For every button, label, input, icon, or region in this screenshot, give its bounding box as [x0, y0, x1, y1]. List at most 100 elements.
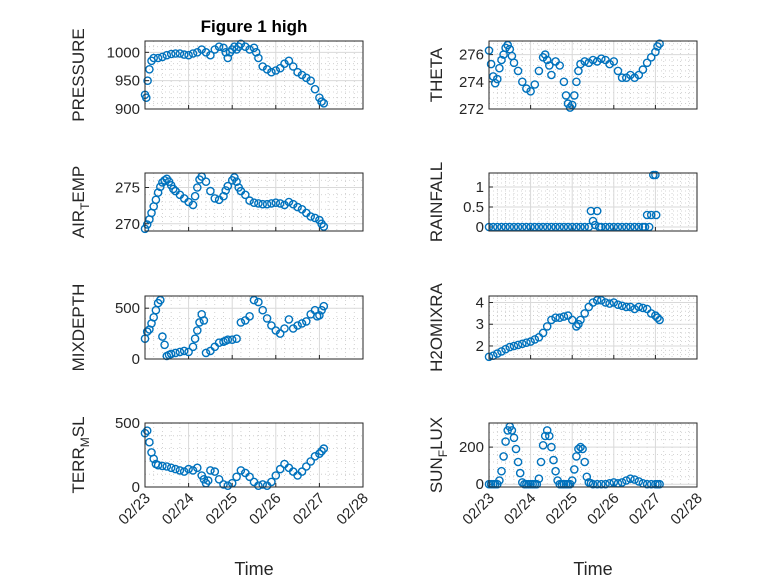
data-point	[597, 54, 606, 64]
data-point	[284, 315, 294, 324]
data-point	[297, 467, 307, 476]
y-axis-label: THETA	[427, 47, 446, 102]
data-point	[301, 317, 311, 326]
data-point	[651, 210, 661, 220]
data-point	[188, 342, 198, 352]
data-point	[642, 210, 652, 220]
data-point	[534, 474, 544, 484]
data-point	[310, 213, 320, 223]
data-point	[293, 202, 302, 212]
data-point	[530, 80, 540, 89]
data-point	[597, 295, 606, 305]
data-point	[145, 437, 154, 447]
data-point	[655, 39, 664, 49]
x-axis-label: Time	[234, 559, 273, 579]
data-point	[613, 300, 623, 310]
data-point	[201, 177, 211, 186]
data-point	[507, 426, 517, 435]
data-point	[142, 327, 152, 336]
data-point	[545, 61, 554, 70]
data-point	[240, 42, 250, 52]
data-point	[179, 346, 189, 356]
data-point	[214, 474, 224, 484]
subplot-air-temp: 270 275 AIRTEMP	[69, 166, 364, 238]
data-point	[609, 57, 619, 66]
data-point	[275, 63, 285, 73]
data-point	[646, 210, 656, 220]
data-point	[597, 479, 606, 489]
data-point	[197, 45, 206, 54]
data-point	[555, 313, 565, 323]
data-point	[171, 49, 180, 58]
data-point	[210, 45, 220, 54]
data-point	[592, 206, 602, 216]
data-point	[540, 50, 550, 59]
data-point	[495, 476, 504, 485]
subplot-h2omixra: 2 3 4 H2OMIXRA	[427, 282, 698, 372]
y-tick-label: 270	[115, 216, 140, 233]
data-point	[223, 181, 233, 191]
data-point	[240, 190, 250, 200]
data-point	[275, 329, 285, 338]
data-point	[532, 479, 542, 489]
data-point	[142, 426, 152, 436]
data-point	[570, 465, 579, 474]
x-tick-label: 02/25	[542, 490, 581, 529]
y-tick-label: 1000	[107, 44, 140, 61]
data-point	[190, 191, 200, 201]
data-point	[267, 477, 276, 487]
y-tick-label: 900	[115, 101, 140, 118]
data-point	[230, 173, 239, 182]
y-tick-label: 2	[476, 338, 484, 355]
data-point	[293, 321, 302, 330]
y-tick-label: 274	[459, 74, 484, 91]
data-point	[258, 305, 268, 315]
data-point	[501, 437, 510, 446]
subplot-mixdepth: 0 500 MIXDEPTH	[69, 284, 364, 371]
data-series	[484, 295, 664, 362]
data-point	[254, 481, 263, 491]
data-point	[534, 66, 544, 76]
data-series	[484, 39, 664, 112]
data-point	[310, 84, 320, 94]
axes-frame	[144, 422, 364, 488]
data-point	[559, 77, 569, 87]
data-point	[567, 315, 577, 325]
data-point	[526, 87, 535, 96]
data-point	[158, 332, 167, 341]
y-tick-label: 3	[476, 316, 484, 333]
x-tick-label: 02/28	[333, 490, 372, 529]
subplot-rainfall: 0 0.5 1 RAINFALL	[427, 162, 698, 242]
data-point	[547, 442, 556, 452]
data-point	[149, 53, 158, 63]
data-point	[293, 67, 302, 77]
data-point	[605, 299, 614, 308]
data-series	[140, 39, 329, 108]
data-point	[513, 66, 523, 76]
x-tick-label: 02/27	[626, 490, 665, 529]
data-point	[319, 301, 329, 311]
data-point	[561, 91, 571, 100]
data-point	[630, 475, 639, 484]
data-point	[162, 50, 172, 60]
data-point	[201, 348, 211, 358]
data-point	[223, 481, 233, 491]
axes-frame	[488, 422, 698, 488]
data-point	[188, 466, 198, 475]
data-point	[634, 302, 644, 312]
data-point	[232, 177, 241, 186]
data-point	[280, 324, 289, 333]
data-point	[646, 53, 656, 62]
data-point	[275, 464, 285, 474]
data-point	[574, 444, 583, 454]
data-point	[254, 199, 263, 208]
data-point	[634, 477, 644, 486]
data-point	[158, 461, 167, 471]
data-point	[153, 53, 163, 63]
data-point	[551, 466, 560, 476]
data-point	[155, 182, 165, 192]
data-point	[617, 301, 627, 311]
data-point	[547, 315, 556, 325]
data-point	[572, 77, 581, 87]
y-tick-label: 0	[132, 351, 140, 368]
